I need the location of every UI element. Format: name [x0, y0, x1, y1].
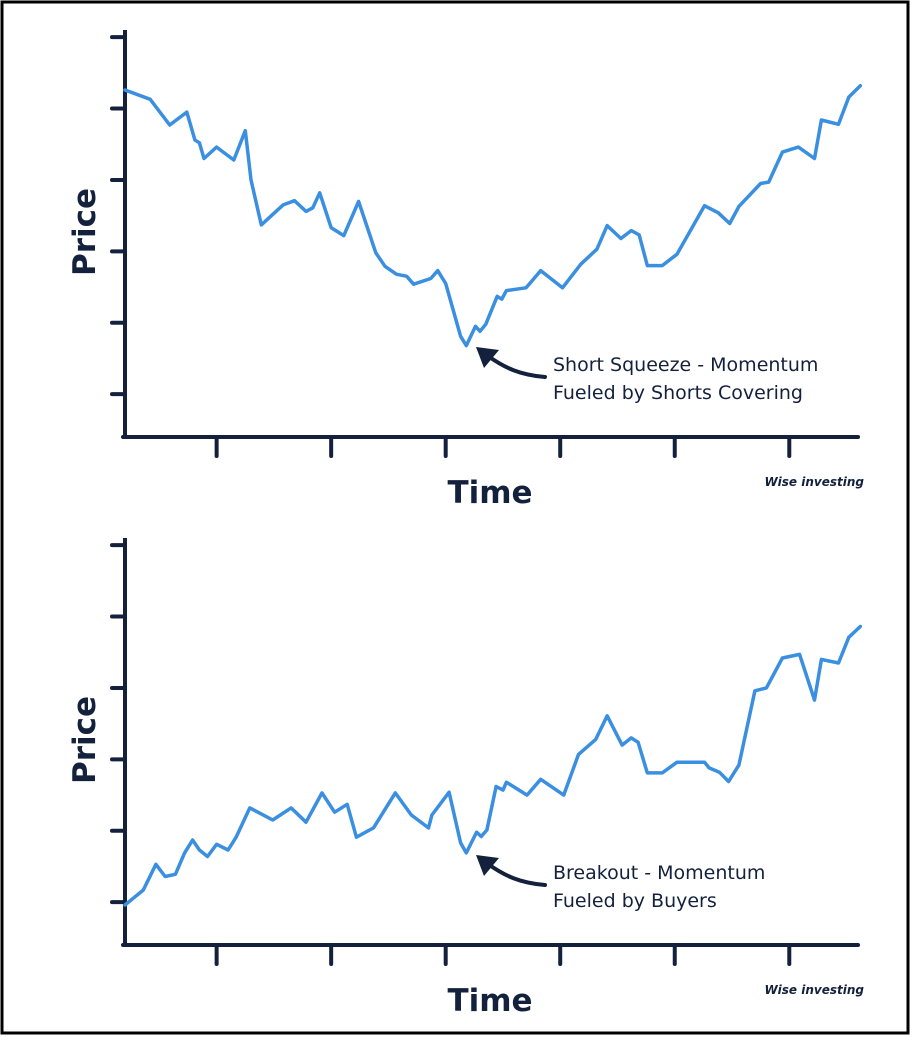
y-axis-label: Price — [67, 696, 103, 784]
price-line — [123, 624, 863, 907]
annotation: Fueled by Buyers — [553, 890, 717, 912]
arrow-head — [476, 347, 499, 368]
annotation-arrow — [486, 862, 547, 887]
annotation: Breakout - Momentum — [553, 862, 765, 884]
annotation-arrow — [486, 354, 547, 379]
y-axis-label: Price — [67, 188, 103, 276]
chart: Price Time Wise investing Short Squeeze - M… — [67, 30, 864, 511]
chart: Price Time Wise investing Breakout - Moment… — [67, 538, 864, 1019]
arrow-head — [476, 855, 499, 876]
annotation: Fueled by Shorts Covering — [553, 382, 803, 404]
annotation: Short Squeeze - Momentum — [553, 354, 818, 376]
watermark: Wise investing — [764, 983, 864, 997]
x-axis-label: Time — [447, 475, 532, 511]
price-line — [123, 83, 863, 348]
watermark: Wise investing — [764, 475, 864, 489]
x-axis-label: Time — [447, 983, 532, 1019]
